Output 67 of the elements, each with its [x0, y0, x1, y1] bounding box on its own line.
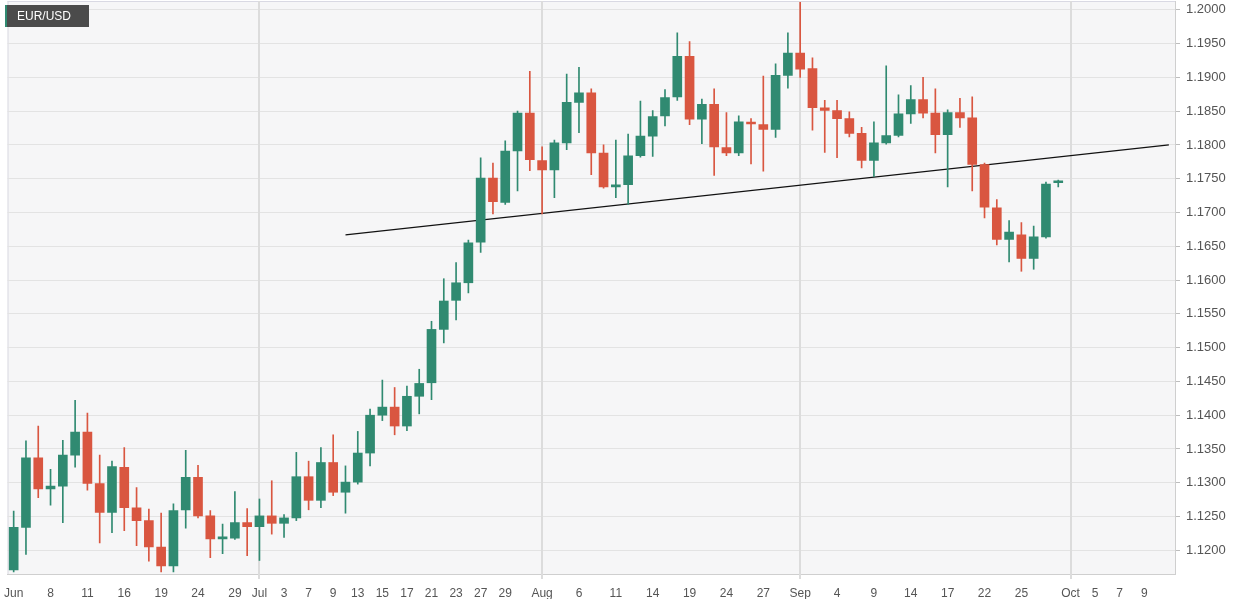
x-tick-label: 29: [498, 585, 513, 599]
y-tick-label: 1.2000: [1186, 1, 1226, 17]
x-tick-label: Oct: [1061, 585, 1081, 599]
x-tick-label: 17: [940, 585, 955, 599]
candlestick: [242, 508, 252, 557]
x-tick-label: 7: [305, 585, 313, 599]
x-tick-label: 25: [1014, 585, 1029, 599]
text: EUR/USD: [5, 5, 90, 27]
y-tick-label: 1.1800: [1186, 136, 1226, 152]
y-tick-label: 1.1600: [1186, 271, 1226, 287]
x-tick-label: 19: [154, 585, 169, 599]
y-tick-label: 1.1650: [1186, 237, 1226, 253]
y-tick-label: 1.1250: [1186, 508, 1226, 524]
x-tick-label: 24: [191, 585, 206, 599]
y-tick-label: 1.1850: [1186, 102, 1226, 118]
x-tick-label: 29: [228, 585, 242, 599]
candlestick: [881, 65, 892, 145]
x-tick-label: 5: [1091, 585, 1099, 599]
x-tick-label: 14: [646, 585, 660, 599]
x-tick-label: Jun: [3, 585, 24, 599]
x-tick-label: 8: [47, 585, 55, 599]
y-tick-label: 1.1750: [1186, 170, 1226, 186]
y-tick-label: 1.1500: [1186, 339, 1226, 355]
x-tick-label: 13: [351, 585, 365, 599]
candlestick: [819, 100, 830, 153]
y-tick-label: 1.1550: [1186, 305, 1226, 321]
candlestick: [955, 97, 965, 128]
x-tick-label: Sep: [789, 585, 812, 599]
x-tick-label: Aug: [531, 585, 553, 599]
y-tick-label: 1.1200: [1186, 541, 1226, 557]
candlestick: [537, 146, 547, 215]
x-tick-label: 9: [329, 585, 337, 599]
x-tick-label: 16: [117, 585, 132, 599]
x-tick-label: 9: [870, 585, 878, 599]
candlestick: [758, 75, 769, 172]
x-tick-label: 27: [473, 585, 488, 599]
x-tick-label: 15: [375, 585, 390, 599]
x-tick-label: Jul: [251, 585, 268, 599]
x-tick-label: 17: [400, 585, 414, 599]
x-tick-label: 22: [977, 585, 992, 599]
candlestick: [832, 100, 842, 159]
y-tick-label: 1.1900: [1186, 68, 1226, 84]
x-tick-label: 24: [719, 585, 734, 599]
candlestick: [1004, 220, 1014, 263]
x-tick-label: 11: [81, 585, 94, 599]
x-tick-label: 23: [449, 585, 464, 599]
y-tick-label: 1.1350: [1186, 440, 1226, 456]
candlestick: [574, 66, 584, 134]
y-tick-label: 1.1700: [1186, 204, 1226, 220]
candlestick: [611, 139, 621, 198]
candlestick: [266, 480, 277, 535]
candlestick: [279, 514, 289, 538]
y-tick-label: 1.1450: [1186, 373, 1226, 388]
x-tick-label: 4: [833, 585, 841, 599]
candlestick: [795, 2, 806, 78]
y-tick-label: 1.1300: [1186, 474, 1226, 490]
y-tick-label: 1.1950: [1186, 35, 1226, 51]
x-tick-label: 11: [609, 585, 623, 599]
y-tick-label: 1.1400: [1186, 406, 1226, 422]
x-tick-label: 21: [424, 585, 439, 599]
x-tick-label: 9: [1140, 585, 1148, 599]
x-tick-label: 27: [756, 585, 771, 599]
x-tick-label: 7: [1116, 585, 1124, 599]
x-tick-label: 6: [575, 585, 583, 599]
x-tick-label: 3: [280, 585, 288, 599]
x-tick-label: 19: [682, 585, 697, 599]
x-tick-label: 14: [904, 585, 918, 599]
